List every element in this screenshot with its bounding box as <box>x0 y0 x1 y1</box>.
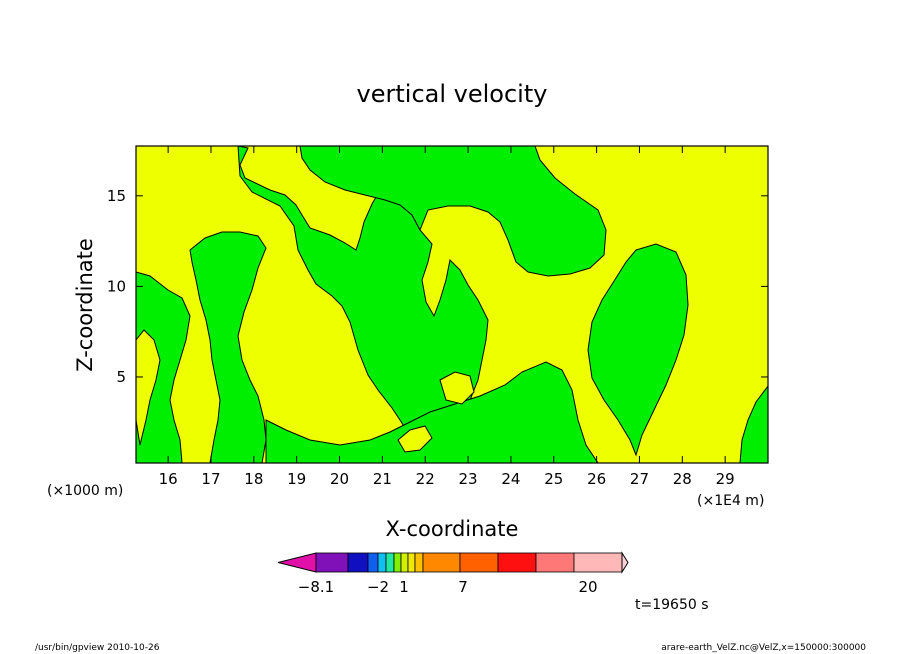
x-tick-label: 16 <box>159 470 178 488</box>
colorbar-segment <box>367 552 379 573</box>
y-tick-label: 15 <box>107 187 126 205</box>
x-tick-label: 27 <box>630 470 649 488</box>
colorbar-segment <box>497 552 537 573</box>
colorbar-right-triangle <box>621 551 629 574</box>
colorbar-segment <box>459 552 499 573</box>
y-tick-label: 10 <box>107 277 126 295</box>
x-tick-label: 21 <box>373 470 392 488</box>
y-axis-label: Z-coordinate <box>73 238 97 372</box>
yellow-island-left <box>136 329 161 446</box>
green-region-left-mid <box>136 271 191 463</box>
colorbar-segment <box>393 552 402 573</box>
colorbar-segment <box>414 552 424 573</box>
colorbar-segment <box>535 552 575 573</box>
green-region-right-corner <box>739 385 768 463</box>
footer-right: arare-earth_VelZ.nc@VelZ,x=150000:300000 <box>661 643 866 653</box>
green-region-bottom-band <box>265 361 599 463</box>
x-tick-label: 25 <box>544 470 563 488</box>
colorbar-segment <box>347 552 369 573</box>
x-tick-label: 23 <box>459 470 478 488</box>
time-label: t=19650 s <box>635 597 709 613</box>
plot-frame <box>135 145 769 464</box>
x-tick-label: 18 <box>244 470 263 488</box>
green-region-right-oval <box>587 243 689 457</box>
colorbar-tick-labels: −8.1 −2 1 7 20 <box>298 578 598 596</box>
y-axis-ticks: 5 10 15 <box>107 187 768 386</box>
y-tick-label: 5 <box>116 368 126 386</box>
colorbar-segment <box>407 552 416 573</box>
colorbar-tick-label: −8.1 <box>298 578 334 596</box>
y-unit-label: (×1000 m) <box>47 483 123 499</box>
footer-left: /usr/bin/gpview 2010-10-26 <box>35 643 160 653</box>
yellow-island-center <box>397 425 433 453</box>
contour-field <box>136 146 768 463</box>
colorbar-tick-label: 20 <box>578 578 597 596</box>
x-tick-label: 29 <box>716 470 735 488</box>
chart-title: vertical velocity <box>357 80 548 108</box>
colorbar-tick-label: 1 <box>399 578 409 596</box>
x-tick-label: 26 <box>587 470 606 488</box>
colorbar-tick-label: −2 <box>367 578 389 596</box>
green-region-upper-center <box>299 146 607 277</box>
x-tick-label: 24 <box>501 470 520 488</box>
yellow-island-lower <box>439 371 475 405</box>
colorbar-left-triangle <box>277 552 317 573</box>
x-axis-label: X-coordinate <box>386 517 519 541</box>
green-region-center-column <box>189 231 267 463</box>
x-tick-label: 22 <box>416 470 435 488</box>
x-axis-ticks: 16 17 18 19 20 21 22 23 24 25 26 27 28 29 <box>159 146 735 488</box>
x-tick-label: 20 <box>330 470 349 488</box>
colorbar-segment <box>422 552 461 573</box>
x-tick-label: 17 <box>201 470 220 488</box>
colorbar-segment <box>573 552 623 573</box>
x-unit-label: (×1E4 m) <box>697 493 764 509</box>
colorbar-segment <box>377 552 387 573</box>
colorbar-segment <box>385 552 395 573</box>
colorbar-tick-label: 7 <box>458 578 468 596</box>
colorbar-segment <box>315 552 349 573</box>
green-region-top-left <box>136 146 489 447</box>
x-tick-label: 28 <box>673 470 692 488</box>
x-tick-label: 19 <box>287 470 306 488</box>
colorbar-segment <box>400 552 409 573</box>
colorbar <box>277 551 629 574</box>
